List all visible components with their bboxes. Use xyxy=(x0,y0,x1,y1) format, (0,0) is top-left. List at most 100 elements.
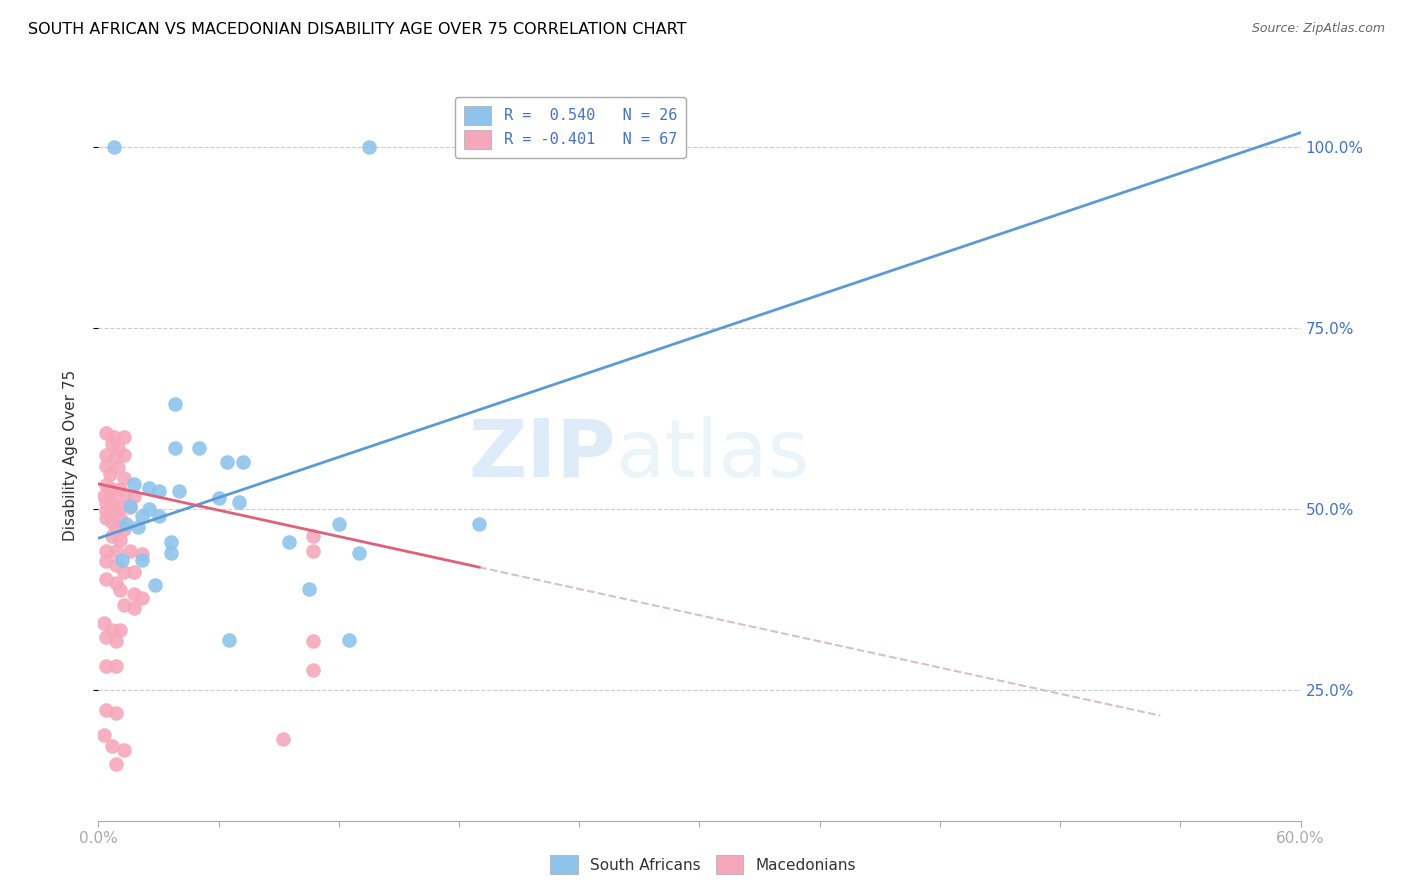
Point xyxy=(124,489,146,503)
Point xyxy=(148,484,170,499)
Point xyxy=(159,546,181,560)
Point xyxy=(101,515,124,529)
Point xyxy=(131,591,153,605)
Point xyxy=(228,495,250,509)
Point xyxy=(100,467,122,482)
Point xyxy=(357,140,380,154)
Point xyxy=(114,448,136,462)
Point xyxy=(110,583,132,598)
Text: Source: ZipAtlas.com: Source: ZipAtlas.com xyxy=(1251,22,1385,36)
Point xyxy=(124,566,146,580)
Point xyxy=(115,516,138,531)
Point xyxy=(96,496,118,510)
Point xyxy=(277,534,299,549)
Legend: South Africans, Macedonians: South Africans, Macedonians xyxy=(544,849,862,880)
Point xyxy=(105,543,128,558)
Point xyxy=(96,426,118,441)
Point xyxy=(110,533,132,547)
Text: ZIP: ZIP xyxy=(468,416,616,494)
Point xyxy=(93,615,115,630)
Point xyxy=(114,522,136,536)
Point xyxy=(96,448,118,462)
Point xyxy=(138,481,160,495)
Point xyxy=(96,554,118,568)
Point xyxy=(301,634,323,648)
Point xyxy=(103,430,125,444)
Point xyxy=(101,482,124,496)
Point xyxy=(298,582,321,596)
Point xyxy=(107,460,129,475)
Point xyxy=(101,623,124,637)
Point xyxy=(96,543,118,558)
Point xyxy=(301,543,323,558)
Point xyxy=(143,578,166,592)
Point xyxy=(105,522,128,536)
Point xyxy=(107,441,129,455)
Point xyxy=(96,511,118,525)
Point xyxy=(232,455,254,469)
Point xyxy=(208,491,231,506)
Point xyxy=(120,500,142,514)
Point xyxy=(103,140,125,154)
Point xyxy=(114,742,136,756)
Point xyxy=(131,553,153,567)
Point xyxy=(96,458,118,473)
Point xyxy=(100,489,122,503)
Point xyxy=(105,450,128,464)
Point xyxy=(124,601,146,615)
Point xyxy=(167,484,190,499)
Point xyxy=(96,573,118,587)
Point xyxy=(301,663,323,677)
Point xyxy=(131,547,153,561)
Point xyxy=(271,731,294,746)
Point xyxy=(105,558,128,572)
Point xyxy=(96,504,118,518)
Point xyxy=(105,757,128,772)
Point xyxy=(218,632,240,647)
Point xyxy=(93,728,115,742)
Point xyxy=(163,397,186,411)
Point xyxy=(124,587,146,601)
Point xyxy=(124,476,146,491)
Point xyxy=(114,598,136,612)
Point xyxy=(105,659,128,673)
Point xyxy=(101,437,124,451)
Point xyxy=(114,566,136,580)
Point xyxy=(96,478,118,492)
Text: SOUTH AFRICAN VS MACEDONIAN DISABILITY AGE OVER 75 CORRELATION CHART: SOUTH AFRICAN VS MACEDONIAN DISABILITY A… xyxy=(28,22,686,37)
Point xyxy=(187,441,209,455)
Point xyxy=(105,706,128,721)
Point xyxy=(101,496,124,510)
Point xyxy=(468,516,491,531)
Point xyxy=(105,576,128,591)
Point xyxy=(159,534,181,549)
Point xyxy=(110,511,132,525)
Point xyxy=(148,509,170,524)
Point xyxy=(96,703,118,717)
Legend: R =  0.540   N = 26, R = -0.401   N = 67: R = 0.540 N = 26, R = -0.401 N = 67 xyxy=(454,97,686,158)
Point xyxy=(114,471,136,485)
Point xyxy=(96,659,118,673)
Point xyxy=(101,529,124,543)
Point xyxy=(120,499,142,513)
Text: atlas: atlas xyxy=(616,416,810,494)
Point xyxy=(301,529,323,543)
Point xyxy=(101,739,124,753)
Point xyxy=(114,430,136,444)
Point xyxy=(328,516,350,531)
Point xyxy=(105,634,128,648)
Point xyxy=(138,502,160,516)
Point xyxy=(110,500,132,514)
Point xyxy=(105,504,128,518)
Point xyxy=(337,632,360,647)
Point xyxy=(120,543,142,558)
Point xyxy=(110,482,132,496)
Point xyxy=(96,631,118,645)
Point xyxy=(110,623,132,637)
Point xyxy=(114,489,136,503)
Point xyxy=(128,520,150,534)
Point xyxy=(93,489,115,503)
Point xyxy=(347,546,370,560)
Point xyxy=(163,441,186,455)
Point xyxy=(215,455,238,469)
